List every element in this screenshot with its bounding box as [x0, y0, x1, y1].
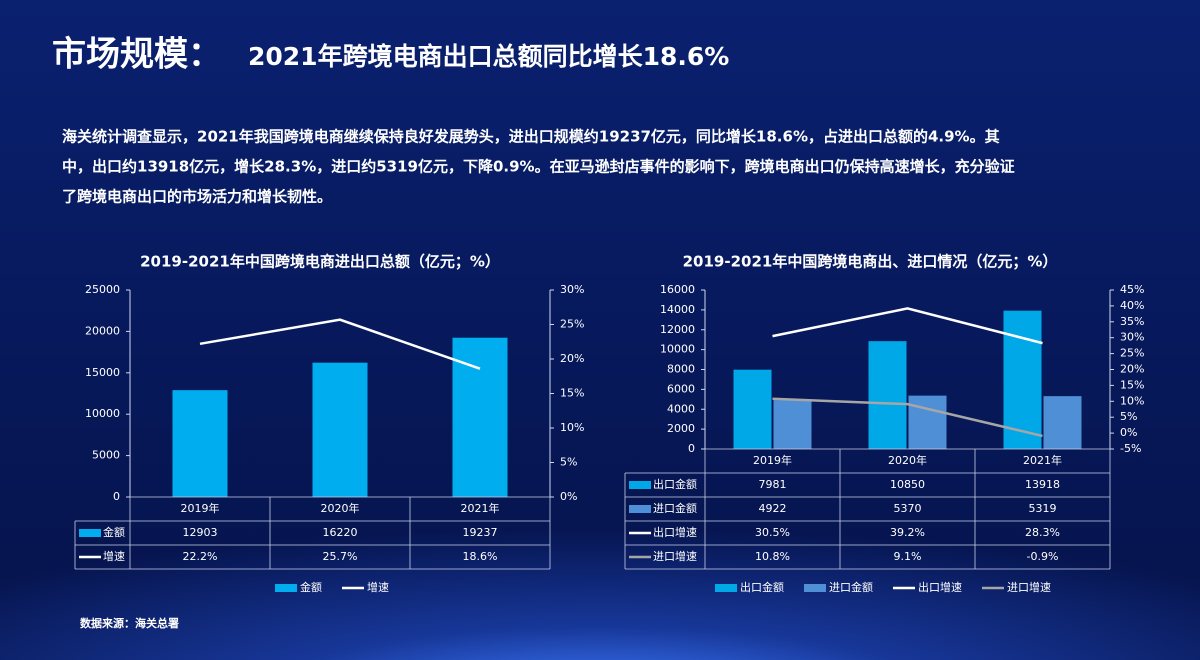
bar — [312, 362, 368, 497]
line — [772, 397, 1043, 438]
y2-tick-label: 5% — [1120, 410, 1137, 423]
table-value: 30.5% — [755, 526, 790, 539]
y2-tick-label: 25% — [1120, 347, 1144, 360]
bar — [733, 369, 772, 449]
y2-tick-label: 10% — [560, 421, 584, 434]
table-value: 28.3% — [1025, 526, 1060, 539]
legend-swatch — [715, 584, 737, 592]
table-row-header: 增速 — [103, 549, 125, 563]
y2-tick-label: 20% — [1120, 363, 1144, 376]
y-tick-label: 0 — [688, 442, 695, 455]
table-swatch — [629, 481, 651, 489]
bar — [908, 395, 947, 449]
body-line: 中，出口约13918亿元，增长28.3%，进口约5319亿元，下降0.9%。在亚… — [62, 158, 1015, 176]
bar — [773, 400, 812, 449]
table-value: 18.6% — [463, 550, 498, 563]
x-tick-label: 2021年 — [461, 501, 500, 515]
table-row-header: 金额 — [103, 525, 125, 539]
y2-tick-label: 35% — [1120, 315, 1144, 328]
y-tick-label: 15000 — [85, 366, 120, 379]
table-value: 39.2% — [890, 526, 925, 539]
line — [199, 318, 481, 370]
table-value: 10.8% — [755, 550, 790, 563]
table-value: 10850 — [890, 478, 925, 491]
y2-tick-label: 45% — [1120, 283, 1144, 296]
legend-label: 增速 — [367, 580, 389, 594]
table-row-header: 进口增速 — [653, 549, 697, 563]
table-value: 5370 — [894, 502, 922, 515]
y2-tick-label: 5% — [560, 456, 577, 469]
slide-title: 市场规模： — [52, 35, 222, 75]
y2-tick-label: 15% — [560, 387, 584, 400]
table-value: 4922 — [759, 502, 787, 515]
y-tick-label: 16000 — [660, 283, 695, 296]
y2-tick-label: 25% — [560, 318, 584, 331]
table-value: 13918 — [1025, 478, 1060, 491]
chart-title: 2019-2021年中国跨境电商出、进口情况（亿元；%） — [683, 253, 1058, 271]
source: 数据来源：海关总署 — [80, 616, 179, 630]
y2-tick-label: 40% — [1120, 299, 1144, 312]
y2-tick-label: 30% — [560, 283, 584, 296]
bar — [452, 337, 508, 497]
table-value: 22.2% — [183, 550, 218, 563]
table-row-header: 出口金额 — [653, 477, 697, 491]
y-tick-label: 12000 — [660, 323, 695, 336]
y-tick-label: 5000 — [92, 449, 120, 462]
y-tick-label: 20000 — [85, 324, 120, 337]
y2-tick-label: 15% — [1120, 378, 1144, 391]
y-tick-label: 25000 — [85, 283, 120, 296]
table-value: 19237 — [463, 526, 498, 539]
table-value: 5319 — [1029, 502, 1057, 515]
line — [772, 307, 1043, 345]
y-tick-label: 8000 — [667, 363, 695, 376]
table-value: 12903 — [183, 526, 218, 539]
table-value: 25.7% — [323, 550, 358, 563]
legend-label: 金额 — [300, 580, 322, 594]
bar — [1043, 396, 1082, 449]
y-tick-label: 4000 — [667, 402, 695, 415]
table-row-header: 出口增速 — [653, 525, 697, 539]
y2-tick-label: 30% — [1120, 331, 1144, 344]
y2-tick-label: 0% — [1120, 426, 1137, 439]
table-value: -0.9% — [1027, 550, 1059, 563]
x-tick-label: 2020年 — [321, 501, 360, 515]
legend-label: 出口增速 — [918, 580, 962, 594]
slide-subtitle: 2021年跨境电商出口总额同比增长18.6% — [248, 42, 729, 71]
table-row-header: 进口金额 — [653, 501, 697, 515]
table-swatch — [79, 529, 101, 537]
x-tick-label: 2019年 — [181, 501, 220, 515]
bar — [868, 341, 907, 449]
y2-tick-label: -5% — [1120, 442, 1141, 455]
x-tick-label: 2019年 — [753, 453, 792, 467]
y-tick-label: 0 — [113, 490, 120, 503]
table-value: 9.1% — [894, 550, 922, 563]
bar — [172, 390, 228, 497]
legend-label: 出口金额 — [740, 580, 784, 594]
body-line: 海关统计调查显示，2021年我国跨境电商继续保持良好发展势头，进出口规模约192… — [62, 128, 1000, 146]
y2-tick-label: 10% — [1120, 394, 1144, 407]
table-value: 7981 — [759, 478, 787, 491]
legend-label: 进口增速 — [1007, 580, 1051, 594]
y2-tick-label: 20% — [560, 352, 584, 365]
y2-tick-label: 0% — [560, 490, 577, 503]
y-tick-label: 14000 — [660, 303, 695, 316]
y-tick-label: 6000 — [667, 382, 695, 395]
legend-label: 进口金额 — [829, 580, 873, 594]
chart-title: 2019-2021年中国跨境电商进出口总额（亿元；%） — [140, 253, 500, 271]
body-line: 了跨境电商出口的市场活力和增长韧性。 — [62, 188, 332, 206]
y-tick-label: 10000 — [85, 407, 120, 420]
x-tick-label: 2020年 — [888, 453, 927, 467]
x-tick-label: 2021年 — [1023, 453, 1062, 467]
legend-swatch — [275, 584, 297, 592]
table-swatch — [629, 505, 651, 513]
table-value: 16220 — [323, 526, 358, 539]
y-tick-label: 10000 — [660, 343, 695, 356]
y-tick-label: 2000 — [667, 422, 695, 435]
legend-swatch — [804, 584, 826, 592]
